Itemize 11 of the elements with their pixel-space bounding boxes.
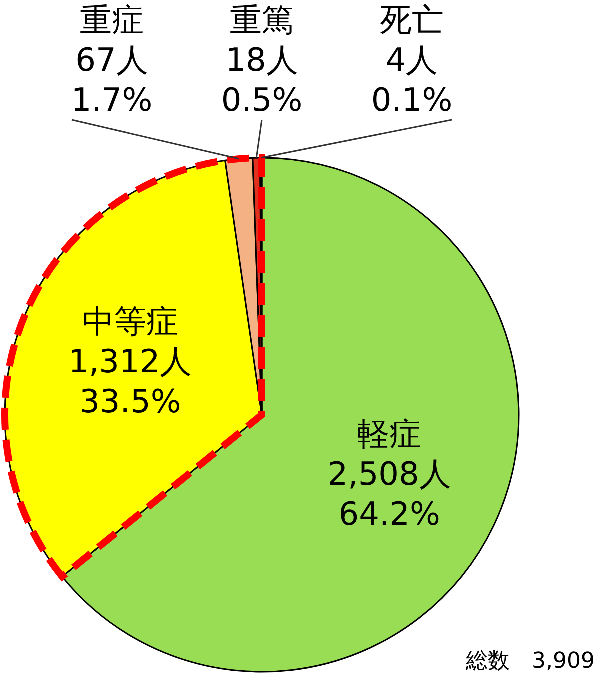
data-label: 4人 0.1%: [371, 40, 453, 119]
slice-label: 軽症: [358, 414, 422, 453]
slice-label: 中等症: [82, 302, 178, 340]
text: 総数 3,909: [465, 649, 595, 674]
slice-label: 死亡: [380, 0, 444, 39]
slice-label: 重症: [80, 0, 144, 39]
data-label: 1,312人 33.5%: [68, 342, 192, 420]
slice-label: 重篤: [230, 0, 294, 39]
data-label: 18人 0.5%: [221, 40, 303, 119]
data-label: 2,508人 64.2%: [328, 454, 452, 533]
data-label: 67人 1.7%: [71, 40, 153, 119]
